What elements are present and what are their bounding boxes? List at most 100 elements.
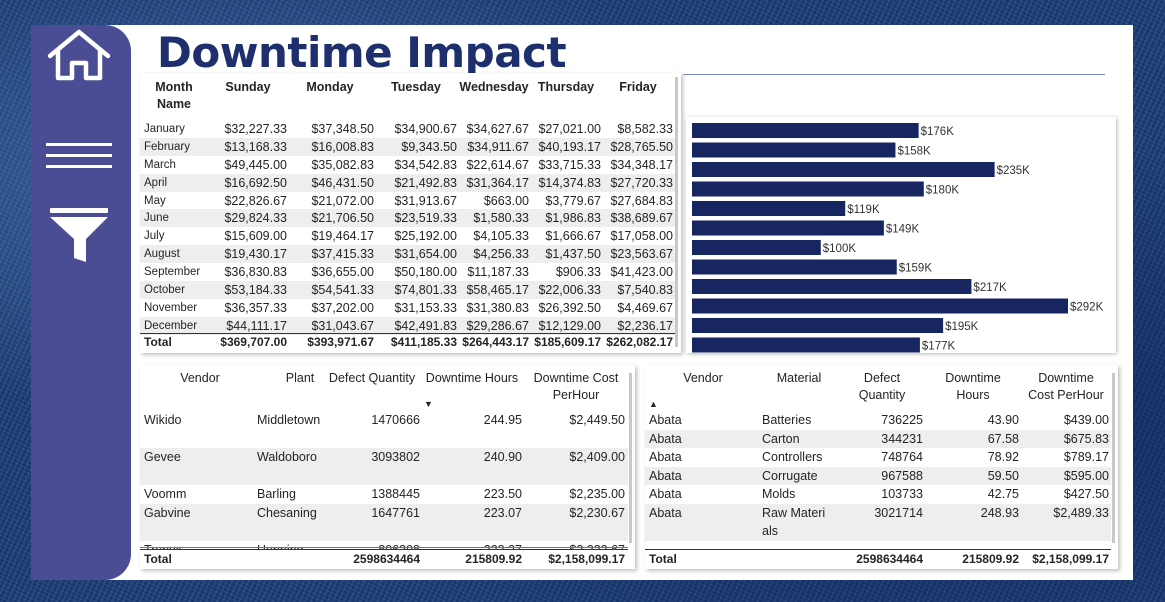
matrix-row[interactable]: May $22,826.67 $21,072.00 $31,913.67 $663.00… [140,192,676,210]
matrix-header-cell[interactable]: Thursday [536,79,596,96]
total-cell: $264,443.17 [462,335,529,349]
matrix-row-label: April [144,177,167,189]
monthly-downtime-bar-chart[interactable]: $176K $158K $235K $180K $119K $149K $100K $159K… [686,117,1116,353]
bar-march[interactable] [692,162,995,177]
table-cell: $675.83 [1064,430,1109,448]
vendor-plant-table[interactable]: Vendor Plant Defect Quantity Downtime Ho… [140,365,635,569]
col-header-defect-quantity[interactable]: Defect Quantity [326,370,418,387]
matrix-row[interactable]: June $29,824.33 $21,706.50 $23,519.33 $1,580… [140,209,676,227]
matrix-row[interactable]: April $16,692.50 $46,431.50 $21,492.83 $31,3… [140,174,676,192]
sort-asc-icon[interactable]: ▲ [649,399,658,409]
table-cell: $2,230.67 [569,504,625,522]
table-row[interactable]: Abata Corrugate 967588 59.50 $595.00 [645,467,1111,486]
col-header-downtime-cost[interactable]: Downtime Cost PerHour [528,370,624,404]
matrix-cell: $21,706.50 [311,211,374,225]
sort-desc-icon[interactable]: ▼ [424,399,433,409]
table-cell: $2,235.00 [569,485,625,503]
matrix-cell: $26,392.50 [538,301,601,315]
table-row[interactable]: Voomm Barling 1388445 223.50 $2,235.00 [140,485,628,504]
bar-june[interactable] [692,221,884,236]
matrix-cell: $28,765.50 [610,140,673,154]
bar-october[interactable] [692,299,1068,314]
table-cell: $2,409.00 [569,448,625,466]
table-row[interactable]: Abata Molds 103733 42.75 $427.50 [645,485,1111,504]
matrix-header-cell[interactable]: Sunday [220,79,276,96]
matrix-row-label: June [144,212,169,224]
matrix-cell: $40,193.17 [538,140,601,154]
matrix-row[interactable]: December $44,111.17 $31,043.67 $42,491.83 $2… [140,317,676,335]
table-row[interactable]: Gevee Waldoboro 3093802 240.90 $2,409.00 [140,448,628,485]
matrix-cell: $34,911.67 [467,140,529,154]
matrix-row[interactable]: August $19,430.17 $37,415.33 $31,654.00 $4,2… [140,245,676,263]
matrix-cell: $42,491.83 [394,319,457,333]
table-cell: 240.90 [484,448,522,466]
matrix-row[interactable]: March $49,445.00 $35,082.83 $34,542.83 $22,6… [140,156,676,174]
col-header-vendor[interactable]: Vendor [673,370,733,387]
matrix-row[interactable]: January $32,227.33 $37,348.50 $34,900.67 $34… [140,120,676,138]
total-cell: $393,971.67 [307,335,374,349]
table-cell: Chesaning [257,504,325,522]
matrix-row[interactable]: February $13,168.33 $16,008.83 $9,343.50 $34… [140,138,676,156]
table-row[interactable]: Abata Carton 344231 67.58 $675.83 [645,430,1111,449]
table-cell: 244.95 [484,411,522,429]
table-cell: Batteries [762,411,832,429]
matrix-header-cell[interactable]: Monday [302,79,358,96]
bar-july[interactable] [692,240,821,255]
table-row[interactable]: Gabvine Chesaning 1647761 223.07 $2,230.67 [140,504,628,541]
table-cell: Waldoboro [257,448,325,466]
menu-icon[interactable] [43,133,115,183]
bar-august[interactable] [692,260,897,275]
bar-february[interactable] [692,143,895,158]
matrix-header-cell[interactable]: Wednesday [458,79,530,96]
table-cell: 59.50 [988,467,1019,485]
vendor-material-table[interactable]: Vendor Material Defect Quantity Downtime… [645,365,1118,569]
col-header-downtime-hours[interactable]: Downtime Hours [423,370,521,387]
col-header-downtime-hours[interactable]: Downtime Hours [935,370,1011,404]
matrix-cell: $34,542.83 [394,158,457,172]
table-row[interactable]: Abata Batteries 736225 43.90 $439.00 [645,411,1111,430]
month-weekday-matrix[interactable]: Month Name Sunday Monday Tuesday Wednesd… [140,73,681,353]
matrix-cell: $3,779.67 [545,194,601,208]
matrix-row[interactable]: October $53,184.33 $54,541.33 $74,801.33 $58… [140,281,676,299]
total-label: Total [649,552,677,566]
vendor-plant-scrollbar[interactable] [629,373,632,543]
vendor-material-scrollbar[interactable] [1112,373,1115,543]
table-cell: Abata [649,485,682,503]
bar-may[interactable] [692,201,845,216]
filter-icon[interactable] [43,205,115,265]
col-header-downtime-cost[interactable]: Downtime Cost PerHour [1025,370,1107,404]
bar-data-label: $159K [899,263,933,275]
table-row[interactable]: Abata Raw Materials 3021714 248.93 $2,489.33 [645,504,1111,541]
matrix-cell: $16,692.50 [224,176,287,190]
bar-december[interactable] [692,338,920,353]
bar-january[interactable] [692,123,919,138]
home-icon[interactable] [43,28,115,84]
title-divider [683,74,1105,75]
matrix-row[interactable]: July $15,609.00 $19,464.17 $25,192.00 $4,105… [140,227,676,245]
table-row[interactable]: Wikido Middletown 1470666 244.95 $2,449.50 [140,411,628,448]
matrix-header-cell[interactable]: Tuesday [388,79,444,96]
table-cell: $2,449.50 [569,411,625,429]
col-header-material[interactable]: Material [769,370,829,387]
table-row[interactable]: Abata Controllers 748764 78.92 $789.17 [645,448,1111,467]
vendor-plant-total-row: Total 2598634464 215809.92 $2,158,099.17 [140,549,628,569]
matrix-row-label: February [144,141,190,153]
total-cell: $262,082.17 [606,335,673,349]
total-cell: $2,158,099.17 [1032,552,1109,566]
matrix-header-cell[interactable]: Friday [612,79,664,96]
matrix-header-cell[interactable]: Month Name [148,79,200,113]
matrix-scrollbar[interactable] [675,77,678,347]
matrix-row[interactable]: September $36,830.83 $36,655.00 $50,180.00 $… [140,263,676,281]
bar-april[interactable] [692,182,924,197]
bar-september[interactable] [692,279,971,294]
bar-november[interactable] [692,318,943,333]
matrix-row[interactable]: November $36,357.33 $37,202.00 $31,153.33 $3… [140,299,676,317]
matrix-cell: $27,720.33 [610,176,673,190]
bar-chart-svg: $176K $158K $235K $180K $119K $149K $100K $159K… [686,117,1116,353]
matrix-cell: $17,058.00 [610,229,673,243]
col-header-vendor[interactable]: Vendor [170,370,230,387]
vendor-material-total-row: Total 2598634464 215809.92 $2,158,099.17 [645,549,1111,569]
col-header-plant[interactable]: Plant [270,370,330,387]
matrix-cell: $15,609.00 [224,229,287,243]
col-header-defect-quantity[interactable]: Defect Quantity [852,370,912,404]
